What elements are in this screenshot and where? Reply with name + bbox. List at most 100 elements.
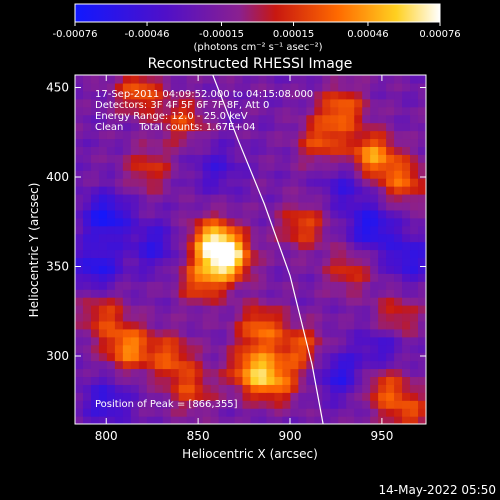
heatmap-cell [154,90,164,100]
heatmap-cell [202,416,212,424]
heatmap-cell [138,384,148,393]
heatmap-cell [106,257,116,266]
heatmap-cell [258,312,268,322]
heatmap-cell [218,146,228,155]
heatmap-cell [202,281,212,290]
heatmap-cell [226,344,236,354]
heatmap-cell [146,320,156,330]
heatmap-cell [170,75,180,84]
heatmap-cell [378,241,387,251]
heatmap-cell [202,328,212,338]
heatmap-cell [98,201,108,211]
heatmap-cell [378,344,387,354]
heatmap-cell [338,75,347,84]
heatmap-cell [362,265,371,274]
heatmap-cell [354,249,363,259]
heatmap-cell [410,138,419,147]
heatmap-cell [290,400,299,409]
heatmap-cell [122,122,132,132]
x-tick-label: 850 [187,429,210,443]
heatmap-cell [226,320,236,330]
heatmap-cell [82,114,92,124]
heatmap-cell [402,162,411,171]
heatmap-cell [186,90,196,100]
heatmap-cell [418,281,426,290]
heatmap-cell [266,352,276,362]
heatmap-cell [106,289,116,298]
heatmap-cell [114,146,124,155]
heatmap-cell [202,225,212,235]
heatmap-cell [186,186,196,195]
heatmap-cell [210,408,220,417]
heatmap-cell [98,186,108,195]
heatmap-cell [402,408,411,417]
heatmap-cell [282,201,291,211]
heatmap-cell [338,154,347,163]
heatmap-cell [250,75,260,84]
heatmap-cell [170,352,180,362]
heatmap-cell [90,225,100,235]
heatmap-cell [114,376,124,385]
heatmap-cell [154,352,164,362]
heatmap-cell [418,392,426,401]
heatmap-cell [82,352,92,362]
heatmap-cell [210,170,220,179]
heatmap-cell [418,186,426,195]
heatmap-cell [402,336,411,346]
heatmap-cell [178,130,188,140]
heatmap-cell [234,122,244,132]
heatmap-cell [75,178,84,187]
heatmap-cell [266,320,276,330]
heatmap-cell [250,328,260,338]
heatmap-cell [210,98,220,108]
heatmap-cell [402,297,411,306]
heatmap-cell [258,376,268,385]
heatmap-cell [410,416,419,424]
heatmap-cell [362,186,371,195]
heatmap-cell [298,82,307,92]
heatmap-cell [266,193,276,203]
heatmap-cell [410,146,419,155]
heatmap-cell [330,75,339,84]
heatmap-cell [314,281,323,290]
heatmap-cell [354,328,363,338]
heatmap-cell [282,106,291,116]
heatmap-cell [210,138,220,147]
heatmap-cell [338,217,347,227]
heatmap-cell [162,233,172,243]
heatmap-cell [154,312,164,322]
heatmap-cell [178,368,188,378]
heatmap-cell [378,312,387,322]
heatmap-cell [210,82,220,92]
heatmap-cell [370,400,379,409]
heatmap-cell [138,122,148,132]
heatmap-cell [218,241,228,251]
heatmap-cell [386,138,395,147]
heatmap-cell [306,400,315,409]
heatmap-cell [258,297,268,306]
heatmap-cell [338,289,347,298]
heatmap-cell [106,114,116,124]
heatmap-cell [306,225,315,235]
heatmap-cell [170,400,180,409]
heatmap-cell [362,360,371,370]
heatmap-cell [370,217,379,227]
heatmap-cell [202,305,212,314]
heatmap-cell [178,320,188,330]
heatmap-cell [418,146,426,155]
heatmap-cell [290,170,299,179]
heatmap-cell [354,297,363,306]
heatmap-cell [370,328,379,338]
heatmap-cell [162,201,172,211]
heatmap-cell [250,114,260,124]
heatmap-cell [242,408,252,417]
heatmap-cell [186,106,196,116]
heatmap-cell [210,368,220,378]
heatmap-cell [290,178,299,187]
heatmap-cell [170,384,180,393]
heatmap-cell [122,312,132,322]
heatmap-cell [370,257,379,266]
heatmap-cell [402,209,411,219]
heatmap-cell [234,336,244,346]
heatmap-cell [330,178,339,187]
